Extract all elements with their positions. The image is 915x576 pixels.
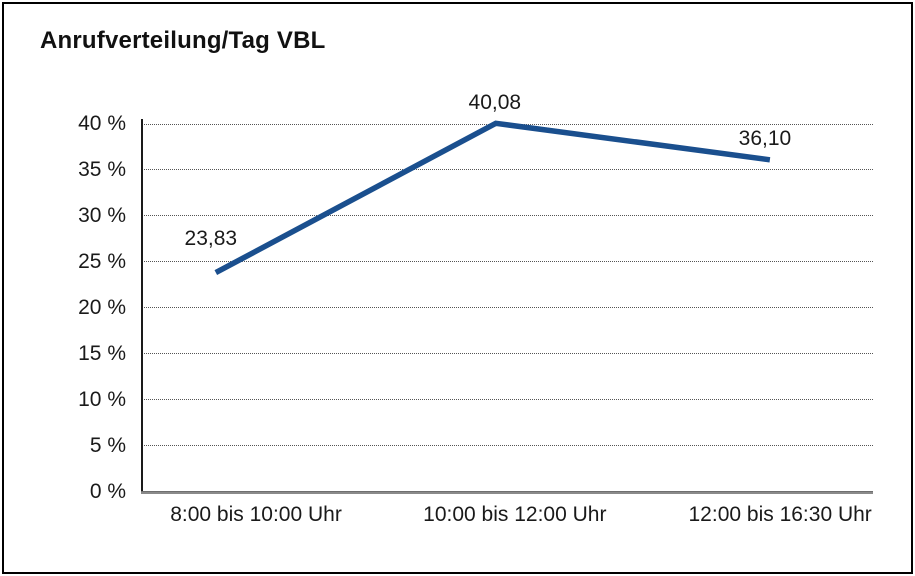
x-category-label-1: 8:00 bis 10:00 Uhr xyxy=(170,503,342,526)
gridline-5 xyxy=(142,445,873,447)
data-label-1: 23,83 xyxy=(184,226,238,250)
x-category-label-2: 10:00 bis 12:00 Uhr xyxy=(423,503,607,526)
gridline-10 xyxy=(142,399,873,401)
x-category-label-3: 12:00 bis 16:30 Uhr xyxy=(688,503,872,526)
y-tick-label-20: 20 % xyxy=(78,295,126,319)
y-tick-label-5: 5 % xyxy=(89,433,126,457)
gridline-15 xyxy=(142,353,873,355)
y-tick-label-35: 35 % xyxy=(78,157,126,181)
gridline-25 xyxy=(142,261,873,263)
data-label-3: 36,10 xyxy=(738,126,792,150)
gridline-40 xyxy=(142,123,873,125)
y-tick-label-0: 0 % xyxy=(89,479,126,503)
y-tick-label-30: 30 % xyxy=(78,203,126,227)
y-tick-label-10: 10 % xyxy=(78,387,126,411)
x-axis-line xyxy=(141,490,873,494)
y-tick-label-15: 15 % xyxy=(78,341,126,365)
y-tick-label-40: 40 % xyxy=(78,112,126,135)
gridline-20 xyxy=(142,307,873,309)
data-label-2: 40,08 xyxy=(468,91,522,115)
y-axis-line xyxy=(141,119,143,492)
gridline-30 xyxy=(142,215,873,217)
gridline-35 xyxy=(142,169,873,171)
chart-title: Anrufverteilung/Tag VBL xyxy=(40,27,326,54)
y-tick-label-25: 25 % xyxy=(78,249,126,273)
